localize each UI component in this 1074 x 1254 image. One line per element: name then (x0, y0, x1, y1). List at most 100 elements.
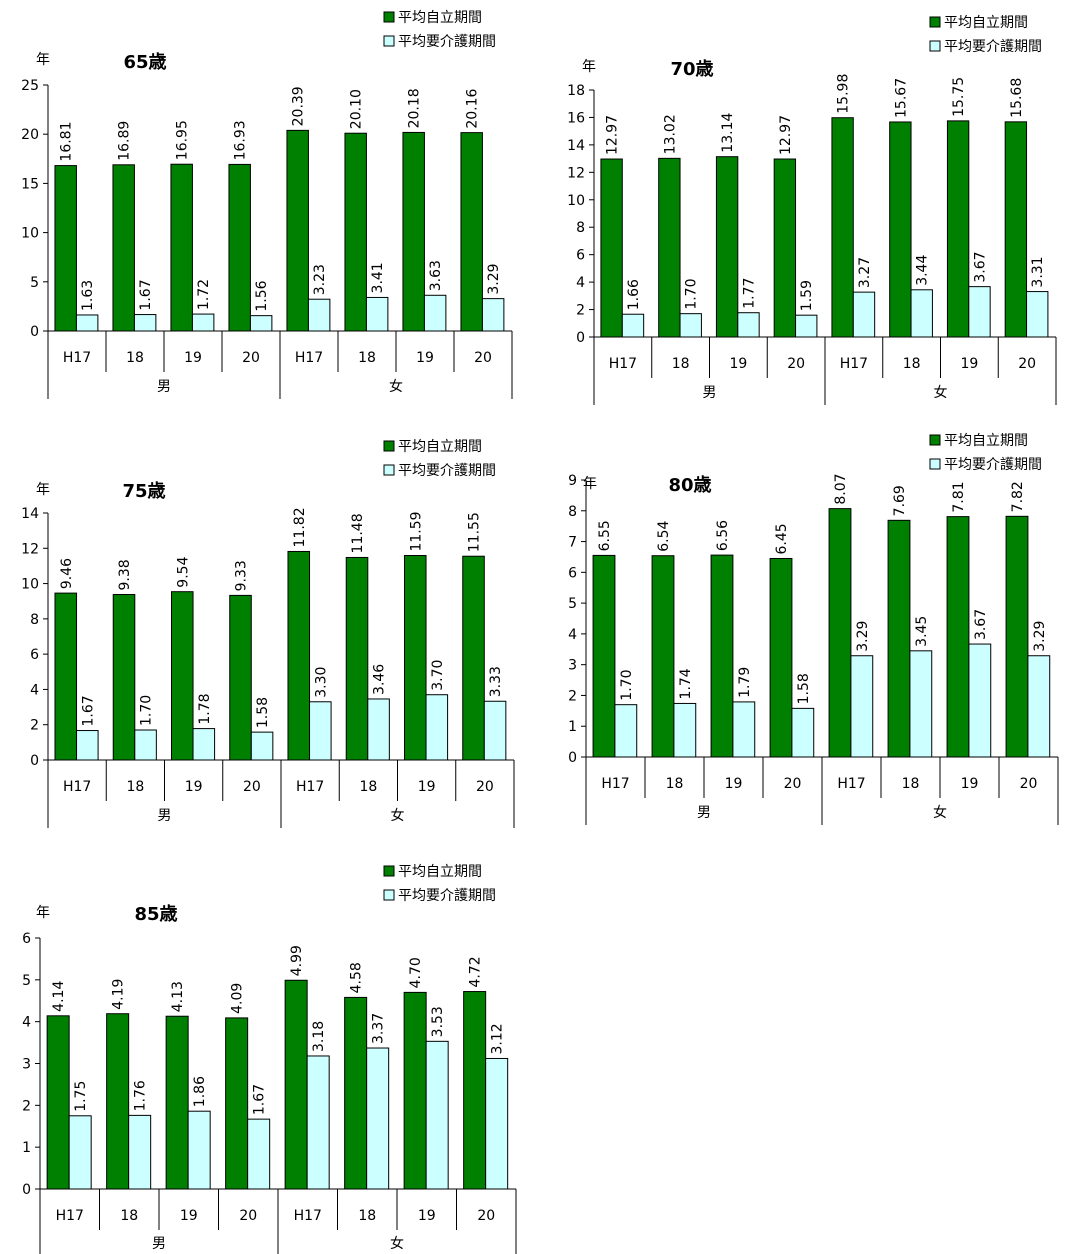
data-label: 1.70 (619, 670, 635, 701)
x-category-label: 18 (126, 779, 144, 795)
bar-care (1027, 655, 1051, 758)
y-tick-label: 3 (568, 658, 577, 674)
bar-care (795, 314, 818, 338)
y-unit-label: 年 (583, 476, 597, 492)
data-label: 16.81 (59, 121, 75, 161)
x-category-label: H17 (837, 776, 865, 792)
data-label: 20.10 (349, 89, 365, 129)
legend-label-care: 平均要介護期間 (944, 457, 1042, 473)
y-tick-label: 2 (576, 303, 585, 319)
data-label: 4.14 (51, 981, 67, 1012)
data-label: 6.54 (656, 520, 672, 551)
y-tick-label: 3 (22, 1057, 31, 1073)
bar-care (425, 694, 449, 761)
y-tick-label: 0 (568, 750, 577, 766)
y-tick-label: 6 (22, 931, 31, 947)
legend-swatch-care (383, 464, 395, 476)
data-label: 3.67 (973, 609, 989, 640)
bar-care (187, 1110, 211, 1190)
y-tick-label: 12 (21, 541, 39, 557)
legend-swatch-independent (929, 434, 941, 446)
data-label: 16.95 (175, 120, 191, 160)
x-category-label: 18 (902, 776, 920, 792)
x-group-label: 男 (703, 385, 717, 401)
x-category-label: 19 (416, 350, 434, 366)
legend-label-independent: 平均自立期間 (398, 439, 482, 455)
data-label: 20.39 (291, 86, 307, 126)
legend-swatch-care (383, 35, 395, 47)
data-label: 4.72 (468, 956, 484, 987)
legend-label-care: 平均要介護期間 (944, 39, 1042, 55)
x-category-label: 18 (358, 350, 376, 366)
bar-independent (403, 991, 427, 1190)
bar-care (306, 1055, 330, 1190)
chart-title: 75歳 (122, 481, 165, 502)
bar-care (76, 730, 99, 761)
x-category-label: 18 (672, 356, 690, 372)
bar-care (910, 289, 933, 338)
chart-title: 85歳 (134, 904, 177, 925)
legend-label-care: 平均要介護期間 (398, 888, 496, 904)
data-label: 3.30 (313, 667, 329, 698)
x-category-label: H17 (296, 779, 324, 795)
bar-independent (658, 157, 681, 338)
data-label: 1.78 (197, 693, 213, 724)
bar-independent (715, 156, 739, 338)
x-category-label: 18 (358, 1208, 376, 1224)
bar-independent (46, 1015, 70, 1190)
bar-care (309, 701, 332, 761)
legend-label-care: 平均要介護期間 (398, 463, 496, 479)
data-label: 8.07 (833, 473, 849, 504)
x-category-label: 19 (960, 356, 978, 372)
y-unit-label: 年 (36, 905, 50, 921)
x-category-label: 20 (474, 350, 492, 366)
data-label: 1.63 (80, 280, 96, 311)
data-label: 12.97 (778, 115, 794, 155)
x-category-label: 20 (1018, 356, 1036, 372)
y-tick-label: 5 (22, 973, 31, 989)
y-tick-label: 9 (568, 473, 577, 489)
data-label: 9.46 (59, 558, 75, 589)
data-label: 16.89 (117, 121, 133, 161)
chart-title: 80歳 (668, 475, 711, 496)
data-label: 4.19 (111, 979, 127, 1010)
legend-swatch-independent (929, 16, 941, 28)
bar-care (737, 312, 760, 338)
data-label: 1.76 (133, 1080, 149, 1111)
bar-independent (710, 554, 734, 758)
y-tick-label: 12 (567, 165, 585, 181)
data-label: 3.37 (371, 1013, 387, 1044)
legend-swatch-care (383, 889, 395, 901)
bar-care (425, 1040, 449, 1190)
data-label: 3.27 (857, 257, 873, 288)
bar-independent (112, 164, 135, 332)
x-category-label: 20 (784, 776, 802, 792)
data-label: 1.75 (73, 1081, 89, 1112)
y-tick-label: 14 (21, 506, 39, 522)
bar-independent (344, 996, 368, 1190)
x-category-label: 20 (242, 350, 260, 366)
bar-care (68, 1115, 92, 1190)
bar-care (75, 314, 99, 332)
bar-independent (170, 163, 193, 332)
data-label: 9.33 (234, 560, 250, 591)
legend-swatch-independent (383, 440, 395, 452)
y-tick-label: 16 (567, 110, 585, 126)
bar-independent (403, 555, 427, 761)
y-tick-label: 0 (576, 330, 585, 346)
bar-independent (651, 555, 675, 758)
x-category-label: H17 (295, 350, 323, 366)
chart-title: 65歳 (123, 52, 166, 73)
data-label: 1.72 (196, 279, 212, 310)
y-tick-label: 1 (568, 719, 577, 735)
bar-care (250, 731, 274, 761)
x-category-label: H17 (840, 356, 868, 372)
data-label: 4.99 (289, 945, 305, 976)
data-label: 3.29 (1032, 621, 1048, 652)
bar-independent (773, 158, 797, 338)
y-tick-label: 2 (22, 1098, 31, 1114)
x-category-label: 18 (120, 1208, 138, 1224)
